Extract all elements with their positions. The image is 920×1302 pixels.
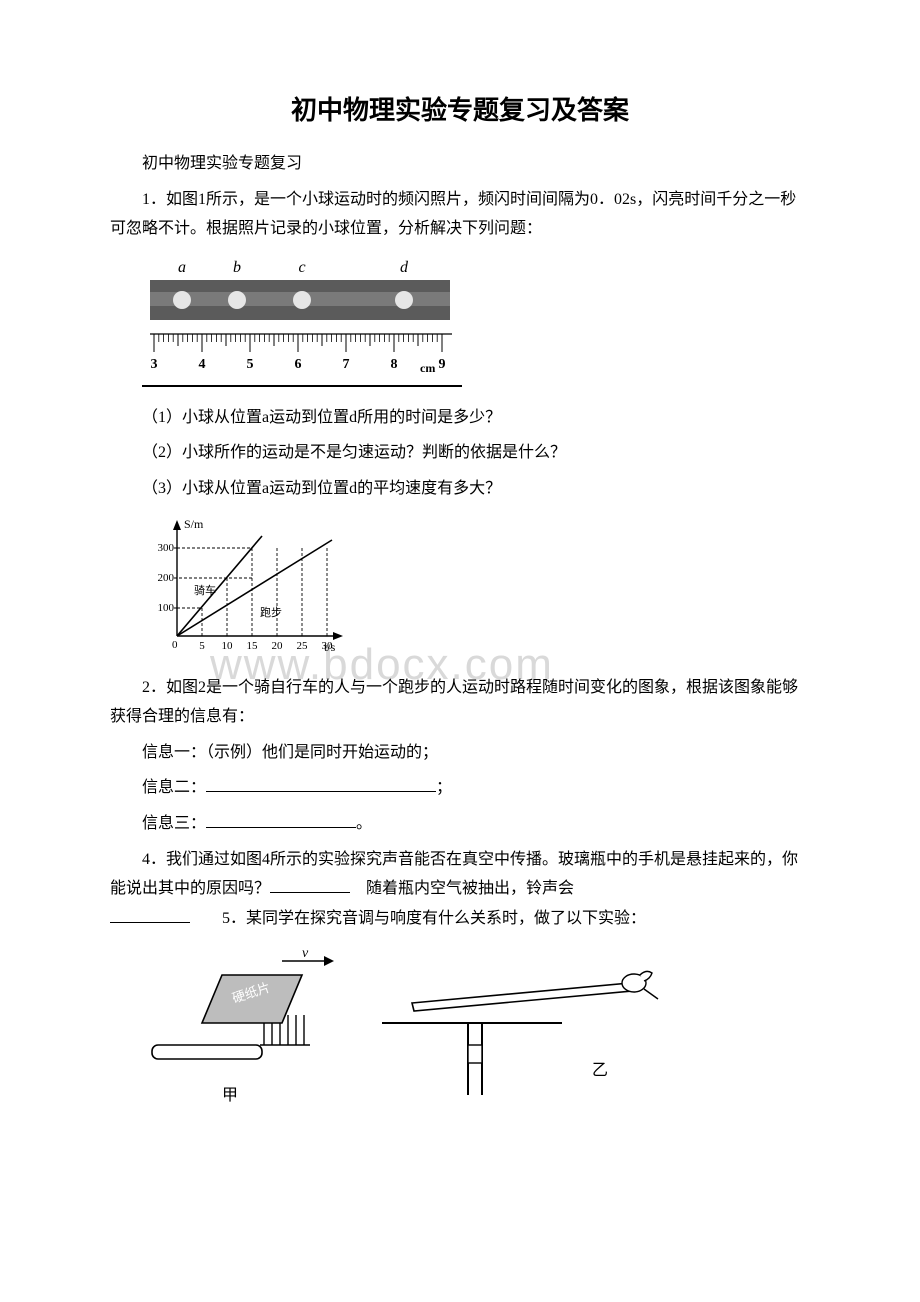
fig1-label-b: b [233, 259, 241, 276]
svg-text:10: 10 [222, 640, 234, 652]
svg-text:100: 100 [158, 602, 175, 614]
svg-text:200: 200 [158, 572, 175, 584]
svg-text:S/m: S/m [184, 517, 204, 531]
svg-text:30: 30 [322, 640, 334, 652]
q2-line1: 信息一：（示例）他们是同时开始运动的； [110, 738, 810, 768]
q2-line3: 信息三：。 [110, 809, 810, 839]
svg-text:6: 6 [295, 357, 302, 372]
q2-line3-label: 信息三： [142, 815, 206, 832]
fig1-ruler: 3 4 5 6 7 8 cm 9 [150, 334, 452, 375]
svg-text:7: 7 [343, 357, 350, 372]
svg-text:4: 4 [199, 357, 206, 372]
fig3-left: 硬纸片 v 甲 [152, 946, 334, 1104]
figure-2: S/m t/s 100 200 300 5 10 15 20 25 [142, 516, 810, 661]
q1-sub1: （1）小球从位置a运动到位置d所用的时间是多少？ [110, 403, 810, 433]
svg-text:骑车: 骑车 [194, 583, 216, 597]
blank-q4b[interactable] [110, 905, 190, 923]
svg-text:5: 5 [247, 357, 254, 372]
q4-block: 4．我们通过如图4所示的实验探究声音能否在真空中传播。玻璃瓶中的手机是悬挂起来的… [110, 845, 810, 934]
svg-text:cm: cm [420, 361, 435, 375]
svg-text:5: 5 [199, 640, 205, 652]
blank-line3[interactable] [206, 810, 356, 828]
fig1-label-d: d [400, 259, 409, 276]
svg-text:0: 0 [172, 639, 178, 651]
q1-sub3: （3）小球从位置a运动到位置d的平均速度有多大？ [110, 474, 810, 504]
fig3-right: 乙 [382, 972, 658, 1096]
q4-mid: 随着瓶内空气被抽出，铃声会 [350, 880, 574, 897]
svg-text:甲: 甲 [222, 1087, 238, 1104]
svg-text:15: 15 [247, 640, 259, 652]
q2-stem: 2．如图2是一个骑自行车的人与一个跑步的人运动时路程随时间变化的图象，根据该图象… [110, 673, 810, 732]
blank-line2[interactable] [206, 775, 436, 793]
svg-text:跑步: 跑步 [260, 605, 282, 619]
svg-text:v: v [302, 946, 309, 961]
svg-text:300: 300 [158, 542, 175, 554]
q1-sub2: （2）小球所作的运动是不是匀速运动？判断的依据是什么？ [110, 438, 810, 468]
figure-1: a b c d [142, 256, 810, 391]
q1-stem: 1．如图1所示，是一个小球运动时的频闪照片，频闪时间间隔为0．02s，闪亮时间千… [110, 185, 810, 244]
figure-3: 硬纸片 v 甲 [142, 945, 810, 1115]
svg-text:9: 9 [439, 357, 446, 372]
q2-line2: 信息二：； [110, 773, 810, 803]
page-title: 初中物理实验专题复习及答案 [110, 90, 810, 127]
subtitle: 初中物理实验专题复习 [110, 149, 810, 179]
blank-q4a[interactable] [270, 876, 350, 894]
svg-text:25: 25 [297, 640, 309, 652]
q2-line2-label: 信息二： [142, 779, 206, 796]
svg-text:乙: 乙 [592, 1062, 608, 1079]
fig1-label-a: a [178, 259, 186, 276]
svg-text:8: 8 [391, 357, 398, 372]
q4-tail: 5．某同学在探究音调与响度有什么关系时，做了以下实验： [190, 910, 646, 927]
fig1-label-c: c [298, 259, 305, 276]
svg-text:20: 20 [272, 640, 284, 652]
svg-text:3: 3 [151, 357, 158, 372]
